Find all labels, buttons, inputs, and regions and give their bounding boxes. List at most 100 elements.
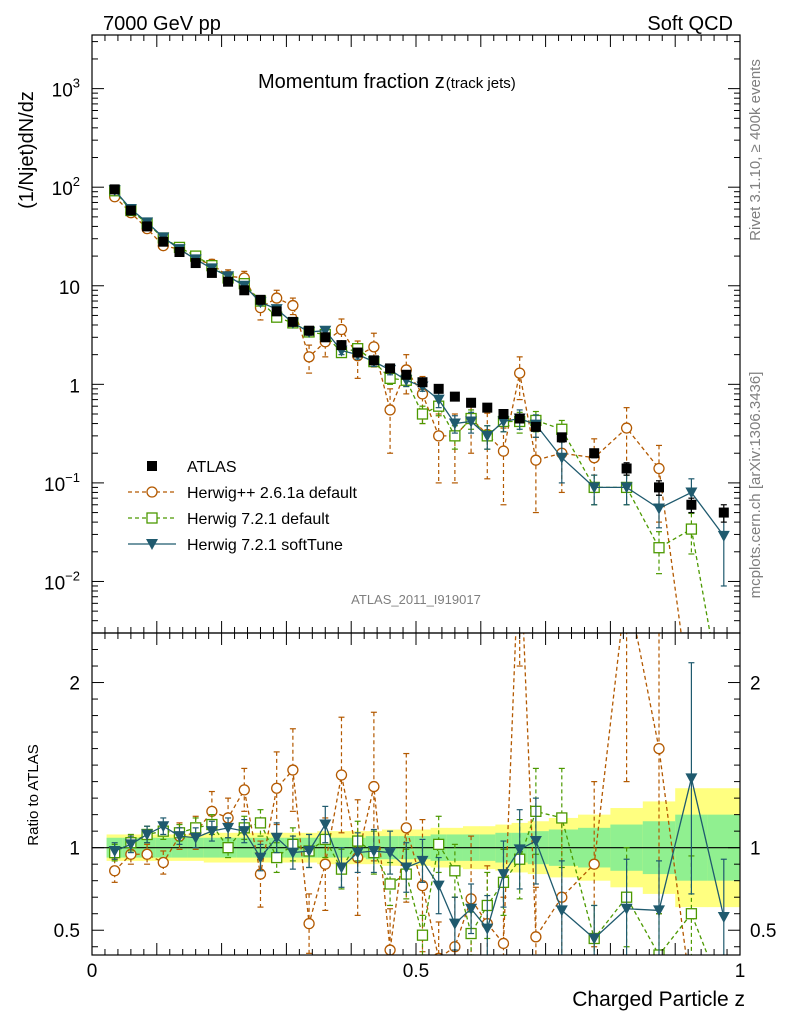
main-point xyxy=(417,377,428,388)
energy-label: 7000 GeV pp xyxy=(103,13,221,35)
main-point xyxy=(368,355,379,366)
main-point xyxy=(319,325,332,337)
ratio-point xyxy=(515,529,525,539)
ratio-plot-area xyxy=(92,529,740,955)
main-point xyxy=(514,413,525,424)
main-point xyxy=(685,487,698,499)
y-tick-label-base: 10 xyxy=(59,278,80,299)
y-tick-label: 1 xyxy=(69,376,80,397)
main-point xyxy=(303,351,315,363)
main-point xyxy=(368,341,380,353)
main-point xyxy=(336,340,347,351)
main-series-data xyxy=(109,184,729,523)
y-tick-label-base: 10 xyxy=(44,573,65,594)
ratio-point xyxy=(205,826,218,838)
legend-marker xyxy=(146,486,158,498)
main-point xyxy=(556,432,567,443)
y-tick-label-base: 1 xyxy=(69,376,80,397)
main-point xyxy=(653,503,665,515)
main-point xyxy=(125,205,136,216)
ratio-point xyxy=(109,865,121,877)
main-point xyxy=(530,421,541,432)
main-point xyxy=(588,482,601,494)
legend-label: ATLAS xyxy=(187,459,237,476)
ratio-frame xyxy=(91,632,741,956)
ratio-point xyxy=(416,855,429,867)
ratio-point xyxy=(433,838,445,851)
y-tick-label-base: 10 xyxy=(52,81,73,102)
ratio-point xyxy=(303,845,316,857)
ratio-y-tick-label-right: 2 xyxy=(750,674,761,695)
ratio-point xyxy=(400,822,412,834)
main-point xyxy=(385,363,396,374)
ratio-point xyxy=(367,845,380,857)
chart-title-main: Momentum fraction z xyxy=(258,71,445,93)
ratio-point xyxy=(222,822,235,834)
legend-label: Herwig 7.2.1 softTune xyxy=(187,537,343,554)
main-plot-area xyxy=(108,184,730,633)
main-point xyxy=(352,347,363,358)
ratio-point xyxy=(108,845,121,857)
main-point xyxy=(482,402,493,413)
ratio-point xyxy=(432,880,445,892)
ratio-point xyxy=(620,903,633,915)
main-point xyxy=(498,408,509,419)
ratio-point xyxy=(271,851,283,864)
ratio-point xyxy=(653,742,665,755)
main-point xyxy=(335,323,348,336)
ratio-point xyxy=(384,847,397,859)
analysis-tag: ATLAS_2011_I919017 xyxy=(351,592,481,607)
ratio-point xyxy=(189,832,202,844)
ratio-point xyxy=(497,937,510,950)
main-point xyxy=(514,367,526,379)
ratio-point xyxy=(448,918,461,930)
main-point xyxy=(109,184,120,195)
legend-marker xyxy=(146,512,158,524)
ratio-y-tick-labels: 0.5 0.5 1 1 2 2 xyxy=(54,674,777,943)
y-tick-label-exponent: 2 xyxy=(73,174,80,189)
main-point xyxy=(497,445,510,457)
ratio-point xyxy=(286,847,299,859)
ratio-point xyxy=(303,917,315,930)
y-tick-label: 10−2 xyxy=(44,568,80,594)
main-point xyxy=(142,221,153,232)
ratio-point xyxy=(588,933,601,945)
ratio-point xyxy=(173,831,186,843)
main-line xyxy=(114,190,711,633)
ratio-point xyxy=(238,826,251,838)
ratio-point xyxy=(529,836,542,848)
y-tick-label: 102 xyxy=(52,174,80,200)
main-point xyxy=(174,247,185,258)
legend-label: Herwig++ 2.6.1a default xyxy=(187,485,357,502)
main-point xyxy=(589,448,600,459)
ratio-point xyxy=(351,847,364,859)
y-tick-label: 10−1 xyxy=(44,470,80,496)
main-point xyxy=(287,316,298,327)
main-point xyxy=(158,236,169,247)
ratio-point xyxy=(400,862,413,874)
legend-label: Herwig 7.2.1 default xyxy=(187,511,330,528)
y-tick-label: 10 xyxy=(59,278,80,299)
main-point xyxy=(653,462,665,475)
main-point xyxy=(481,430,494,442)
ratio-point xyxy=(319,819,332,831)
ratio-point xyxy=(497,869,510,881)
main-point xyxy=(384,404,396,416)
ratio-point xyxy=(335,769,348,781)
main-point xyxy=(320,332,331,343)
ratio-point xyxy=(449,865,461,877)
ratio-y-axis-label: Ratio to ATLAS xyxy=(25,744,42,845)
main-point xyxy=(206,267,217,278)
x-tick-label: 0 xyxy=(87,961,98,982)
main-point xyxy=(448,418,461,430)
ratio-point xyxy=(685,908,698,920)
main-point xyxy=(287,299,299,312)
main-point xyxy=(465,416,478,428)
main-point xyxy=(466,397,477,408)
main-point xyxy=(223,276,234,287)
ratio-point xyxy=(555,905,568,917)
ratio-point xyxy=(254,817,267,829)
main-point xyxy=(718,507,729,518)
main-point xyxy=(401,369,412,380)
